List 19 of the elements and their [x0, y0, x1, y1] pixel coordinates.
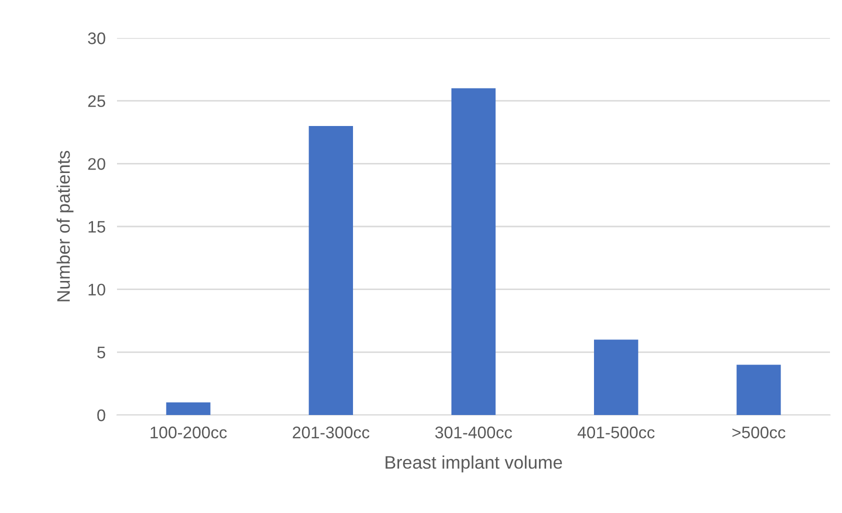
- x-tick-label: 401-500cc: [578, 426, 655, 438]
- y-tick-label: 20: [88, 158, 106, 170]
- x-tick-label: 100-200cc: [150, 426, 227, 438]
- bar: [594, 340, 638, 415]
- x-tick-label: >500cc: [732, 426, 786, 438]
- bar: [166, 402, 210, 415]
- x-tick-label: 301-400cc: [435, 426, 512, 438]
- y-axis-title: Number of patients: [56, 150, 74, 302]
- y-tick-label: 0: [97, 409, 106, 422]
- y-tick-label: 25: [88, 95, 106, 108]
- x-axis-title: Breast implant volume: [386, 456, 562, 472]
- x-tick-label: 201-300cc: [292, 426, 370, 438]
- y-tick-label: 10: [88, 284, 106, 296]
- bar: [308, 126, 354, 415]
- y-tick-label: 15: [88, 221, 106, 233]
- y-tick-label: 30: [88, 32, 106, 44]
- bar: [736, 364, 781, 415]
- y-tick-label: 5: [97, 346, 106, 358]
- bar: [451, 88, 496, 415]
